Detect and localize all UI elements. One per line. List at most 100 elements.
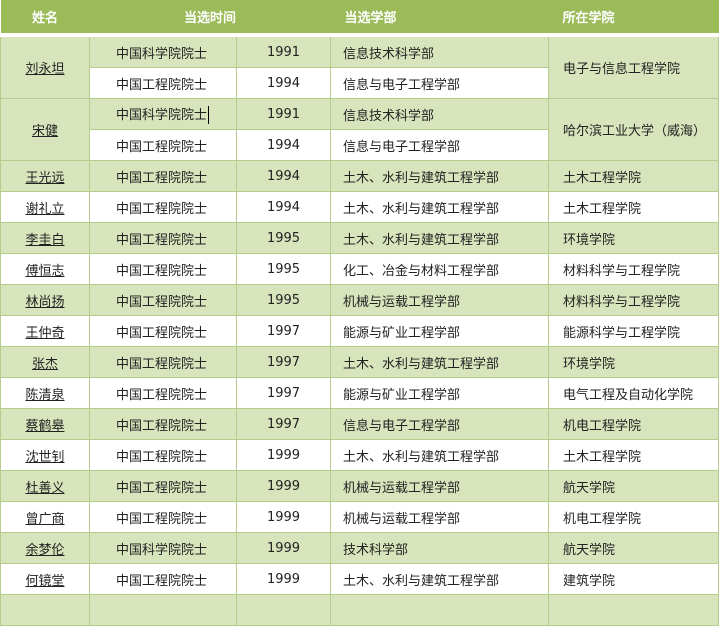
title-cell: 中国工程院院士 (89, 222, 237, 254)
year-cell: 1995 (235, 222, 332, 254)
college-cell: 建筑学院 (548, 563, 720, 595)
title-cell: 中国工程院院士 (89, 67, 237, 99)
college-cell: 土木工程学院 (548, 160, 720, 192)
name-cell[interactable]: 曾广商 (0, 501, 90, 533)
table-row: 蔡鹤皋 中国工程院院士 1997 信息与电子工程学部 机电工程学院 (0, 408, 720, 440)
table-row: 沈世钊 中国工程院院士 1999 土木、水利与建筑工程学部 土木工程学院 (0, 439, 720, 471)
title-cell: 中国工程院院士 (89, 315, 237, 347)
year-cell: 1991 (235, 34, 332, 68)
table-row: 刘永坦 中国科学院院士 1991 信息技术科学部 电子与信息工程学院 (0, 34, 720, 99)
header-time: 当选时间 (89, 0, 331, 37)
name-link[interactable]: 李圭白 (25, 232, 65, 248)
table-row: 傅恒志 中国工程院院士 1995 化工、冶金与材料工程学部 材料科学与工程学院 (0, 253, 720, 285)
college-cell: 电子与信息工程学院 (548, 34, 720, 99)
table-row-partial (0, 594, 720, 626)
title-cell: 中国工程院院士 (89, 470, 237, 502)
year-cell: 1999 (235, 563, 332, 595)
table-row: 宋健 中国科学院院士 1991 信息技术科学部 哈尔滨工业大学（威海） (0, 98, 720, 161)
name-cell[interactable]: 沈世钊 (0, 439, 90, 471)
name-cell[interactable]: 刘永坦 (0, 34, 90, 99)
dept-cell: 能源与矿业工程学部 (330, 377, 550, 409)
college-cell: 材料科学与工程学院 (548, 284, 720, 316)
name-link[interactable]: 谢礼立 (25, 201, 65, 217)
year-cell: 1999 (235, 470, 332, 502)
name-cell[interactable]: 王仲奇 (0, 315, 90, 347)
year-cell: 1995 (235, 253, 332, 285)
name-cell[interactable]: 谢礼立 (0, 191, 90, 223)
table-row: 中国工程院院士 1994 信息与电子工程学部 (1, 129, 719, 161)
dept-cell: 机械与运载工程学部 (330, 284, 550, 316)
dept-cell: 土木、水利与建筑工程学部 (330, 346, 550, 378)
name-cell[interactable]: 林尚扬 (0, 284, 90, 316)
table-row: 李圭白 中国工程院院士 1995 土木、水利与建筑工程学部 环境学院 (0, 222, 720, 254)
table-row: 张杰 中国工程院院士 1997 土木、水利与建筑工程学部 环境学院 (0, 346, 720, 378)
name-link[interactable]: 傅恒志 (25, 263, 65, 279)
title-cell: 中国工程院院士 (89, 191, 237, 223)
dept-cell: 土木、水利与建筑工程学部 (330, 160, 550, 192)
name-cell[interactable]: 宋健 (0, 98, 90, 161)
dept-cell: 能源与矿业工程学部 (330, 315, 550, 347)
name-link[interactable]: 杜善义 (25, 480, 65, 496)
title-cell[interactable]: 中国科学院院士 (89, 98, 237, 130)
dept-cell: 土木、水利与建筑工程学部 (330, 439, 550, 471)
name-cell[interactable]: 余梦伦 (0, 532, 90, 564)
dept-cell: 化工、冶金与材料工程学部 (330, 253, 550, 285)
name-link[interactable]: 沈世钊 (25, 449, 65, 465)
name-link[interactable]: 宋健 (31, 124, 58, 139)
dept-cell: 土木、水利与建筑工程学部 (330, 222, 550, 254)
year-cell: 1994 (235, 160, 332, 192)
name-link[interactable]: 张杰 (31, 356, 58, 372)
year-cell: 1994 (235, 191, 332, 223)
name-cell[interactable]: 蔡鹤皋 (0, 408, 90, 440)
header-row: 姓名 当选时间 当选学部 所在学院 (0, 0, 719, 37)
header-college: 所在学院 (548, 0, 719, 37)
title-cell: 中国工程院院士 (89, 377, 237, 409)
year-cell: 1995 (235, 284, 332, 316)
name-cell[interactable]: 傅恒志 (0, 253, 90, 285)
title-cell: 中国科学院院士 (89, 34, 237, 68)
dept-cell: 土木、水利与建筑工程学部 (330, 563, 550, 595)
name-link[interactable]: 刘永坦 (25, 62, 65, 77)
name-link[interactable]: 王光远 (25, 170, 65, 186)
table-row: 余梦伦 中国科学院院士 1999 技术科学部 航天学院 (0, 532, 720, 564)
name-link[interactable]: 陈清泉 (25, 387, 65, 403)
name-link[interactable]: 何镜堂 (25, 573, 65, 589)
name-link[interactable]: 余梦伦 (25, 542, 65, 558)
college-cell: 土木工程学院 (548, 439, 720, 471)
name-cell[interactable]: 王光远 (0, 160, 90, 192)
dept-cell: 信息技术科学部 (330, 34, 550, 68)
dept-cell: 机械与运载工程学部 (330, 470, 550, 502)
name-link[interactable]: 曾广商 (25, 511, 65, 527)
college-cell: 材料科学与工程学院 (548, 253, 720, 285)
year-cell: 1994 (235, 129, 332, 161)
text-cursor (208, 106, 210, 125)
college-cell: 环境学院 (548, 346, 720, 378)
header-name: 姓名 (0, 0, 90, 37)
name-link[interactable]: 林尚扬 (25, 294, 65, 310)
table-row: 谢礼立 中国工程院院士 1994 土木、水利与建筑工程学部 土木工程学院 (0, 191, 720, 223)
college-cell: 环境学院 (548, 222, 720, 254)
table-row: 陈清泉 中国工程院院士 1997 能源与矿业工程学部 电气工程及自动化学院 (0, 377, 720, 409)
dept-cell: 信息技术科学部 (330, 98, 550, 130)
year-cell: 1997 (235, 408, 332, 440)
dept-cell: 信息与电子工程学部 (330, 129, 550, 161)
dept-cell: 信息与电子工程学部 (330, 67, 550, 99)
table-row: 中国工程院院士 1994 信息与电子工程学部 (1, 67, 719, 99)
name-link[interactable]: 蔡鹤皋 (25, 418, 65, 434)
name-link[interactable]: 王仲奇 (25, 325, 65, 341)
name-cell[interactable]: 陈清泉 (0, 377, 90, 409)
name-cell[interactable]: 杜善义 (0, 470, 90, 502)
table-row: 何镜堂 中国工程院院士 1999 土木、水利与建筑工程学部 建筑学院 (0, 563, 720, 595)
year-cell: 1997 (235, 315, 332, 347)
name-cell[interactable]: 李圭白 (0, 222, 90, 254)
year-cell: 1997 (235, 346, 332, 378)
table-row: 曾广商 中国工程院院士 1999 机械与运载工程学部 机电工程学院 (0, 501, 720, 533)
name-cell[interactable]: 张杰 (0, 346, 90, 378)
dept-cell: 信息与电子工程学部 (330, 408, 550, 440)
name-cell[interactable]: 何镜堂 (0, 563, 90, 595)
table-row: 王光远 中国工程院院士 1994 土木、水利与建筑工程学部 土木工程学院 (0, 160, 720, 192)
title-cell: 中国工程院院士 (89, 284, 237, 316)
college-cell: 航天学院 (548, 470, 720, 502)
year-cell: 1999 (235, 439, 332, 471)
